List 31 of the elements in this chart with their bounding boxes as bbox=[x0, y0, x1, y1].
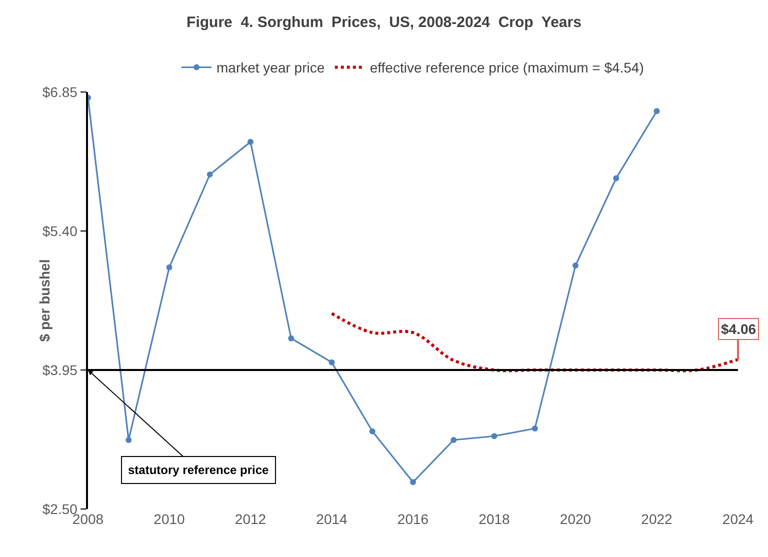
chart-title: Figure 4. Sorghum Prices, US, 2008-2024 Crop Years bbox=[186, 14, 582, 32]
point bbox=[654, 108, 660, 114]
legend-label: effective reference price (maximum = $4.54) bbox=[370, 60, 644, 76]
y-tick-label: $3.95 bbox=[42, 362, 78, 378]
x-tick-label: 2014 bbox=[316, 511, 348, 527]
annotation: $4.06 bbox=[721, 321, 756, 337]
point bbox=[206, 171, 213, 178]
point bbox=[532, 425, 538, 432]
point bbox=[613, 175, 620, 182]
x-tick-label: 2020 bbox=[560, 511, 592, 527]
point bbox=[410, 479, 416, 486]
point bbox=[126, 436, 132, 443]
y-axis-title: $ per bushel bbox=[36, 259, 52, 342]
y-tick-label: $5.40 bbox=[42, 222, 78, 239]
y-tick-label: $6.85 bbox=[42, 84, 78, 100]
x-tick-label: 2016 bbox=[397, 511, 429, 527]
x-tick-label: 2022 bbox=[641, 511, 673, 527]
point bbox=[328, 359, 335, 366]
point bbox=[491, 433, 498, 440]
point bbox=[450, 436, 457, 443]
point bbox=[369, 428, 376, 434]
point bbox=[288, 335, 294, 342]
legend-label: market year price bbox=[216, 60, 325, 76]
x-tick-label: 2024 bbox=[722, 511, 754, 527]
point bbox=[166, 264, 172, 270]
point bbox=[248, 138, 254, 145]
x-tick-label: 2010 bbox=[154, 511, 186, 527]
ref-line-label: statutory reference price bbox=[128, 463, 270, 477]
x-tick-label: 2018 bbox=[478, 511, 510, 527]
x-tick-label: 2012 bbox=[234, 511, 266, 527]
point bbox=[572, 262, 578, 269]
